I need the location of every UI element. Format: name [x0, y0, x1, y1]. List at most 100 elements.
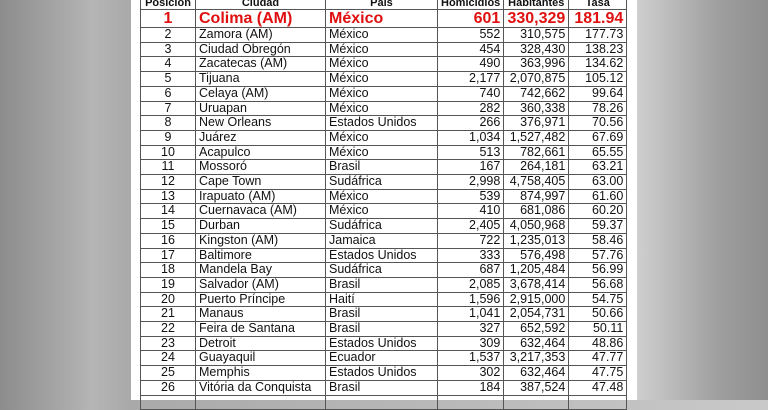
cell-homicidios: 1,034: [436, 129, 505, 146]
header-habitantes: Habitantes: [503, 0, 570, 10]
cell-pais: Sudáfrica: [325, 218, 438, 234]
cell-pais: México: [325, 71, 438, 87]
cell-tasa: 54.75: [568, 291, 628, 308]
table-row: 13 Irapuato (AM) México 539 874,997 61.60: [140, 188, 628, 205]
cell-pais: México: [325, 144, 438, 161]
cell-pais: México: [325, 203, 438, 220]
cell-posicion: 24: [140, 350, 196, 367]
cell-tasa: 105.12: [568, 71, 628, 87]
cell-empty: [140, 394, 196, 410]
cell-posicion: 11: [140, 159, 196, 176]
cell-ciudad: Mandela Bay: [195, 262, 326, 278]
cell-tasa: 78.26: [568, 100, 628, 117]
cell-homicidios: 539: [436, 188, 505, 205]
table-row: 17 Baltimore Estados Unidos 333 576,498 57.76: [140, 247, 628, 264]
table-row: 19 Salvador (AM) Brasil 2,085 3,678,414 56.68: [140, 276, 628, 293]
cell-homicidios: 167: [436, 159, 505, 176]
cell-homicidios: 410: [436, 203, 505, 220]
cell-pais: México: [325, 9, 438, 28]
cell-ciudad: Detroit: [195, 335, 326, 352]
cell-posicion: 1: [140, 9, 196, 28]
cell-habitantes: 2,054,731: [503, 306, 570, 323]
table-header-row: Posición Ciudad País Homicidios Habitantes Ta…: [140, 0, 628, 10]
cell-pais: México: [325, 100, 438, 117]
table-row: 25 Memphis Estados Unidos 302 632,464 47.75: [140, 365, 628, 381]
cell-tasa: 59.37: [568, 218, 628, 234]
cell-ciudad: Acapulco: [195, 144, 326, 161]
header-tasa: Tasa: [568, 0, 628, 10]
cell-posicion: 13: [140, 188, 196, 205]
header-posicion: Posición: [140, 0, 196, 10]
cell-homicidios: 184: [436, 379, 505, 396]
header-pais: País: [325, 0, 438, 10]
cell-empty: [503, 394, 570, 410]
cell-habitantes: 360,338: [503, 100, 570, 117]
cell-ciudad: Mossoró: [195, 159, 326, 176]
cell-habitantes: 328,430: [503, 41, 570, 58]
table-row: 24 Guayaquil Ecuador 1,537 3,217,353 47.77: [140, 350, 628, 367]
table-row: 11 Mossoró Brasil 167 264,181 63.21: [140, 159, 628, 176]
cell-homicidios: 333: [436, 247, 505, 264]
cell-homicidios: 1,596: [436, 291, 505, 308]
cell-pais: Brasil: [325, 306, 438, 323]
table-row: 21 Manaus Brasil 1,041 2,054,731 50.66: [140, 306, 628, 323]
table-row: 15 Durban Sudáfrica 2,405 4,050,968 59.37: [140, 218, 628, 234]
cell-habitantes: 681,086: [503, 203, 570, 220]
cell-pais: Brasil: [325, 379, 438, 396]
cell-posicion: 18: [140, 262, 196, 278]
cell-pais: México: [325, 41, 438, 58]
cell-homicidios: 601: [436, 9, 505, 28]
cell-ciudad: Vitória da Conquista: [195, 379, 326, 396]
cell-posicion: 10: [140, 144, 196, 161]
cell-ciudad: Memphis: [195, 365, 326, 381]
table-row-cut-off: [140, 394, 628, 410]
cell-ciudad: Irapuato (AM): [195, 188, 326, 205]
cell-pais: Brasil: [325, 276, 438, 293]
cell-posicion: 20: [140, 291, 196, 308]
cell-tasa: 47.48: [568, 379, 628, 396]
cell-homicidios: 740: [436, 85, 505, 102]
cell-posicion: 16: [140, 232, 196, 249]
table-row: 6 Celaya (AM) México 740 742,662 99.64: [140, 85, 628, 102]
cell-tasa: 63.00: [568, 174, 628, 190]
cell-pais: Haití: [325, 291, 438, 308]
cell-tasa: 67.69: [568, 129, 628, 146]
cell-ciudad: Guayaquil: [195, 350, 326, 367]
cell-homicidios: 2,085: [436, 276, 505, 293]
cell-homicidios: 722: [436, 232, 505, 249]
cell-tasa: 47.77: [568, 350, 628, 367]
cell-habitantes: 874,997: [503, 188, 570, 205]
cell-pais: Brasil: [325, 321, 438, 337]
cell-pais: México: [325, 27, 438, 43]
cell-ciudad: Baltimore: [195, 247, 326, 264]
cell-pais: Sudáfrica: [325, 262, 438, 278]
table-row: 8 New Orleans Estados Unidos 266 376,971 70.5…: [140, 115, 628, 131]
cell-empty: [325, 394, 438, 410]
cell-homicidios: 2,177: [436, 71, 505, 87]
cell-habitantes: 782,661: [503, 144, 570, 161]
cell-habitantes: 264,181: [503, 159, 570, 176]
cell-habitantes: 376,971: [503, 115, 570, 131]
cell-pais: Ecuador: [325, 350, 438, 367]
cell-posicion: 21: [140, 306, 196, 323]
cell-habitantes: 2,915,000: [503, 291, 570, 308]
cell-habitantes: 1,235,013: [503, 232, 570, 249]
cell-pais: México: [325, 56, 438, 73]
cell-tasa: 56.68: [568, 276, 628, 293]
table-row: 2 Zamora (AM) México 552 310,575 177.73: [140, 27, 628, 43]
table-row: 23 Detroit Estados Unidos 309 632,464 48.86: [140, 335, 628, 352]
cell-posicion: 5: [140, 71, 196, 87]
cell-ciudad: Puerto Príncipe: [195, 291, 326, 308]
cell-habitantes: 330,329: [503, 9, 570, 28]
cell-habitantes: 742,662: [503, 85, 570, 102]
cell-habitantes: 632,464: [503, 365, 570, 381]
cell-habitantes: 3,678,414: [503, 276, 570, 293]
cell-posicion: 12: [140, 174, 196, 190]
cell-pais: Brasil: [325, 159, 438, 176]
table-row: 5 Tijuana México 2,177 2,070,875 105.12: [140, 71, 628, 87]
cell-ciudad: Kingston (AM): [195, 232, 326, 249]
cell-tasa: 134.62: [568, 56, 628, 73]
cell-homicidios: 302: [436, 365, 505, 381]
table-row: 22 Feira de Santana Brasil 327 652,592 50.11: [140, 321, 628, 337]
cell-tasa: 60.20: [568, 203, 628, 220]
